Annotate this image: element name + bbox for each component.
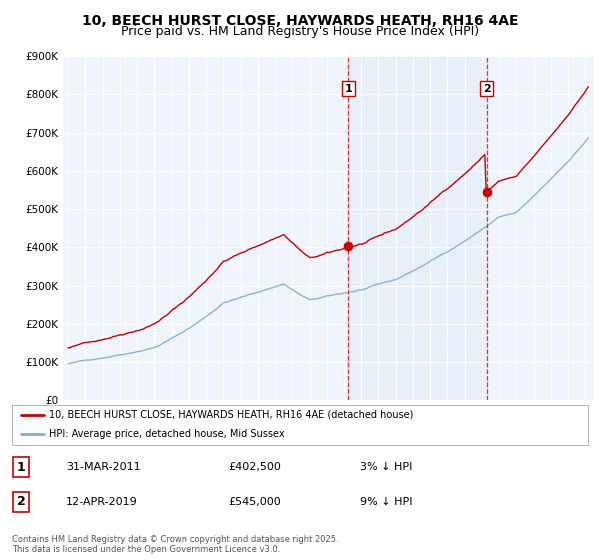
Text: 2: 2 [17, 495, 25, 508]
Text: This data is licensed under the Open Government Licence v3.0.: This data is licensed under the Open Gov… [12, 545, 280, 554]
Text: 9% ↓ HPI: 9% ↓ HPI [360, 497, 413, 507]
Text: Contains HM Land Registry data © Crown copyright and database right 2025.: Contains HM Land Registry data © Crown c… [12, 535, 338, 544]
Text: 3% ↓ HPI: 3% ↓ HPI [360, 462, 412, 472]
Text: 1: 1 [344, 83, 352, 94]
Text: HPI: Average price, detached house, Mid Sussex: HPI: Average price, detached house, Mid … [49, 429, 285, 439]
Text: £402,500: £402,500 [228, 462, 281, 472]
Text: 31-MAR-2011: 31-MAR-2011 [66, 462, 140, 472]
Text: 2: 2 [483, 83, 491, 94]
Text: 1: 1 [17, 460, 25, 474]
Text: 10, BEECH HURST CLOSE, HAYWARDS HEATH, RH16 4AE: 10, BEECH HURST CLOSE, HAYWARDS HEATH, R… [82, 14, 518, 28]
Text: 10, BEECH HURST CLOSE, HAYWARDS HEATH, RH16 4AE (detached house): 10, BEECH HURST CLOSE, HAYWARDS HEATH, R… [49, 410, 414, 420]
Bar [349, 56, 487, 400]
Text: £545,000: £545,000 [228, 497, 281, 507]
Text: Price paid vs. HM Land Registry's House Price Index (HPI): Price paid vs. HM Land Registry's House … [121, 25, 479, 38]
Text: 12-APR-2019: 12-APR-2019 [66, 497, 138, 507]
